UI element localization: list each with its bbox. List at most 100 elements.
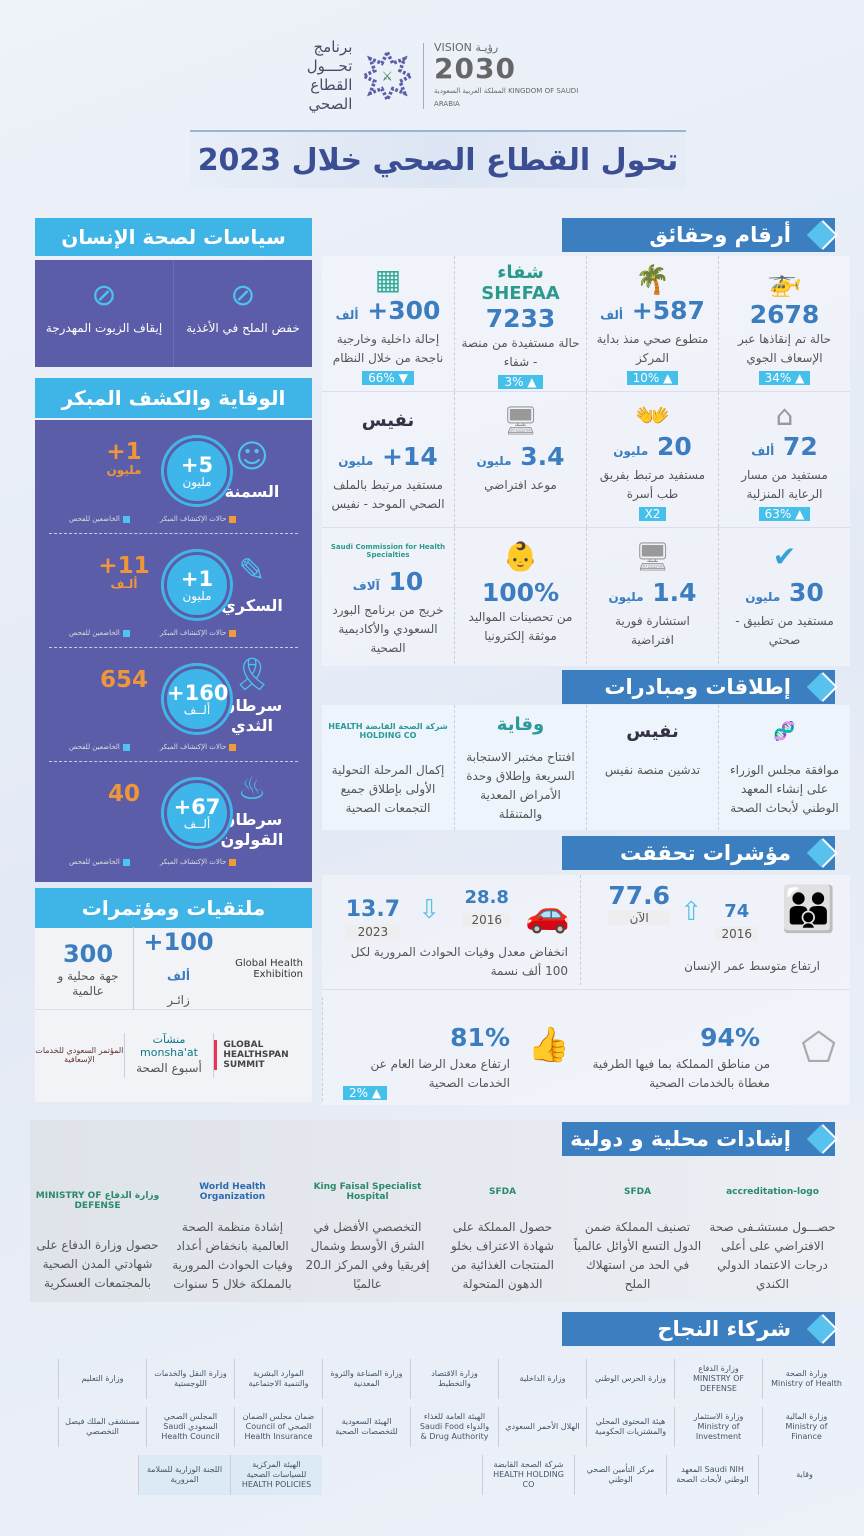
- partner-logo: وزارة المالية Ministry of Finance: [762, 1407, 850, 1447]
- fact-cell: نفيس +14 مليون مستفيد مرتبط بالملف الصحي ا…: [322, 392, 454, 527]
- palm-logo-icon: 🌴: [635, 262, 670, 296]
- partner-logo: اللجنة الوزارية للسلامة المرورية: [138, 1455, 230, 1495]
- partner-logo: وزارة النقل والخدمات اللوجستية: [146, 1359, 234, 1399]
- fact-description: إحالة داخلية وخارجية ناجحة من خلال النظا…: [332, 332, 444, 365]
- screened-circle: +160 ألــف: [164, 666, 230, 732]
- value-number: 7233: [485, 304, 556, 333]
- program-star-logo-icon: ⚔: [362, 48, 414, 104]
- partner-logo: وقاية: [758, 1455, 850, 1495]
- car-crash-icon: 🚗: [525, 894, 570, 935]
- legend: حالات الإكتشاف المبكر الخاضعين للفحص: [69, 858, 236, 866]
- referral-center-logo: ▦: [374, 262, 402, 296]
- ambulance-conference-logo: المؤتمر السعودي للخدمات الإسعافية: [35, 1046, 124, 1064]
- early-detection-value: 654: [99, 667, 148, 693]
- fact-description: مستفيد من تطبيق - صحتي: [735, 614, 834, 647]
- recognition-logo: accreditation-logo: [726, 1187, 819, 1197]
- fact-cell: Saudi Commission for Health Specialties 1…: [322, 528, 454, 664]
- helicopter-icon: 🚁: [767, 264, 802, 298]
- partner-logo: الهلال الأحمر السعودي: [498, 1407, 586, 1447]
- fact-value: 30 مليون: [745, 578, 824, 612]
- recognition-description: حصول المملكة على شهادة الاعتراف بخلو الم…: [450, 1220, 555, 1291]
- launch-logo: شركة الصحة القابضة HEALTH HOLDING CO: [328, 722, 448, 740]
- recognition-item: وزارة الدفاع MINISTRY OF DEFENSE حصول وزا…: [30, 1160, 165, 1300]
- facts-row: ✔ 30 مليون مستفيد من تطبيق - صحتي 🖥 1.4 مليو…: [322, 528, 850, 664]
- partners-row: وزارة المالية Ministry of Finance وزارة ا…: [50, 1403, 850, 1451]
- recognition-logo: وزارة الدفاع MINISTRY OF DEFENSE: [35, 1191, 160, 1211]
- partner-logo: شركة الصحة القابضة HEALTH HOLDING CO: [482, 1455, 574, 1495]
- scfhs-logo: Saudi Commission for Health Specialties: [330, 542, 446, 559]
- fact-cell: 🖥 1.4 مليون استشارة فورية افتراضية: [586, 528, 718, 664]
- partners-row: وزارة الصحة Ministry of Health وزارة الدف…: [50, 1355, 850, 1403]
- value-number: 30: [788, 578, 824, 607]
- early-detection-value: 40: [107, 781, 140, 807]
- value-number: 3.4: [520, 442, 565, 471]
- recognition-description: تصنيف المملكة ضمن الدول التسع الأوائل عا…: [573, 1220, 702, 1291]
- change-badge: 10% ▲: [626, 371, 679, 385]
- value-number: 100%: [481, 578, 560, 607]
- policies-panel: ⊘ خفض الملح في الأغذية ⊘ إيقاف الزيوت ال…: [35, 260, 312, 367]
- home-care-icon: ⌂: [775, 398, 794, 432]
- recognition-logo: SFDA: [488, 1187, 517, 1197]
- change-badge: X2: [638, 507, 667, 521]
- fact-cell: ✔ 30 مليون مستفيد من تطبيق - صحتي: [718, 528, 850, 664]
- family-icon: 👪: [781, 884, 836, 935]
- legend: حالات الإكتشاف المبكر الخاضعين للفحص: [69, 515, 236, 523]
- conferences-panel: 300 جهة محلية و عالمية +100 ألف زائـر Glob…: [35, 927, 312, 1102]
- recognition-item: SFDA تصنيف المملكة ضمن الدول التسع الأوائ…: [570, 1160, 705, 1300]
- screened-circle: +1 مليون: [164, 552, 230, 618]
- recognition-logo: SFDA: [623, 1187, 652, 1197]
- launches-list: 🧬 موافقة مجلس الوزراء على إنشاء المعهد ال…: [322, 705, 850, 830]
- partner-logo: هيئة المحتوى المحلي والمشتريات الحكومية: [586, 1407, 674, 1447]
- recognition-item: accreditation-logo حصـــول مستشـفى صحة ال…: [705, 1160, 840, 1300]
- fact-value: 2678: [750, 300, 820, 330]
- fact-description: متطوع صحي منذ بداية المركز: [596, 332, 709, 365]
- prevention-panel: ☺ السمنة +5 مليون +1 مليون حالات الإكتشاف ا…: [35, 420, 312, 882]
- coverage-stat: ⬠ 94% من مناطق المملكة بما فيها الطرفية …: [592, 1023, 836, 1090]
- fact-value: 1.4 مليون: [609, 578, 697, 612]
- value-number: 20: [656, 432, 692, 461]
- recognition-logo: King Faisal Specialist Hospital: [313, 1182, 422, 1202]
- fact-description: مستفيد مرتبط بفريق طب أسرة: [599, 468, 706, 501]
- screening-row-colon-cancer: ♨ سرطان القولون +67 ألــف 40 حالات الإكتشا…: [49, 762, 298, 876]
- value-unit: آلاف: [352, 579, 380, 593]
- divider: [423, 43, 425, 109]
- launch-description: إكمال المرحلة التحولية الأولى بإطلاق جمي…: [331, 763, 445, 815]
- healthspan-summit-logo: GLOBAL HEALTHSPAN SUMMIT: [214, 1040, 312, 1070]
- change-badge: 3% ▲: [498, 375, 543, 389]
- recognition-list: accreditation-logo حصـــول مستشـفى صحة ال…: [30, 1160, 840, 1300]
- svg-text:⚔: ⚔: [382, 69, 393, 84]
- fact-cell: شفاء SHEFAA 7233 حالة مستفيدة من منصة - شف…: [454, 256, 586, 391]
- value-unit: مليون: [338, 454, 374, 468]
- fact-value: 10 آلاف: [353, 567, 424, 601]
- fact-cell: 👐 20 مليون مستفيد مرتبط بفريق طب أسرة X2: [586, 392, 718, 527]
- value-unit: ألف: [600, 308, 624, 322]
- launch-description: تدشين منصة نفيس: [604, 763, 701, 777]
- partner-logo: الهيئة السعودية للتخصصات الصحية: [322, 1407, 410, 1447]
- policies-title: سياسات لصحة الإنسان: [35, 218, 312, 256]
- fact-value: +587 ألف: [600, 296, 705, 330]
- traffic-deaths: 🚗 28.8 2016 ⇩ 13.7 2023 انخفاض معدل وفيات …: [345, 887, 570, 978]
- life-expectancy: 👪 74 2016 ⇧ 77.6 الآن ارتفاع متوسط عمر الإ…: [580, 875, 850, 985]
- fact-description: حالة تم إنقاذها عبر الإسعاف الجوي: [737, 332, 832, 365]
- legend: حالات الإكتشاف المبكر الخاضعين للفحص: [69, 743, 236, 751]
- legend: حالات الإكتشاف المبكر الخاضعين للفحص: [69, 629, 236, 637]
- facts-grid: 🚁 2678 حالة تم إنقاذها عبر الإسعاف الجوي 34…: [322, 256, 850, 666]
- screened-circle: +67 ألــف: [164, 780, 230, 846]
- partner-logo: وزارة التعليم: [58, 1359, 146, 1399]
- dna-logo-icon: 🧬: [773, 720, 796, 742]
- fact-value: 20 مليون: [613, 432, 692, 466]
- value-number: 10: [388, 567, 424, 596]
- fact-cell: 🖥 3.4 مليون موعد افتراضي: [454, 392, 586, 527]
- value-unit: مليون: [745, 590, 781, 604]
- shefaa-logo: شفاء SHEFAA: [481, 262, 560, 304]
- value-unit: ألف: [751, 444, 775, 458]
- fact-cell: 🌴 +587 ألف متطوع صحي منذ بداية المركز 10% ▲: [586, 256, 718, 391]
- fact-description: مستفيد مرتبط بالملف الصحي الموحد - نفيس: [331, 478, 445, 511]
- fact-description: خريج من برنامج البورد السعودي والأكاديمي…: [332, 603, 444, 655]
- partner-logo: المجلس الصحي السعودي Saudi Health Counci…: [146, 1407, 234, 1447]
- value-number: +587: [631, 296, 705, 325]
- fact-cell: ⌂ 72 ألف مستفيد من مسار الرعاية المنزلية 63…: [718, 392, 850, 527]
- screening-row-diabetes: ✎ السكري +1 مليون +11 ألـف حالات الإكتشاف ا…: [49, 534, 298, 648]
- conferences-title: ملتقيات ومؤتمرات: [35, 888, 312, 928]
- screening-row-obesity: ☺ السمنة +5 مليون +1 مليون حالات الإكتشاف ا…: [49, 420, 298, 534]
